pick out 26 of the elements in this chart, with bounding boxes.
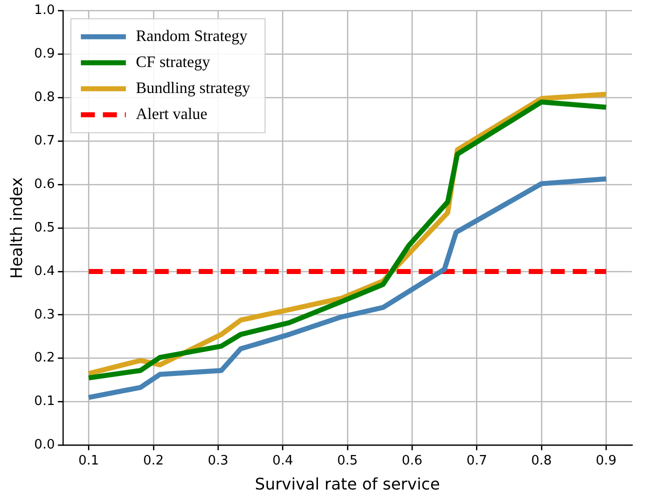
y-tick-label: 0.8 [34,90,55,106]
x-tick-label: 0.4 [272,453,294,468]
x-tick-label: 0.7 [466,453,488,468]
y-tick-label: 0.6 [34,176,55,192]
y-tick-label: 0.2 [34,350,55,366]
y-axis-title: Health index [6,177,26,279]
legend-label: Alert value [136,106,208,124]
x-tick-label: 0.2 [143,453,164,468]
y-tick-label: 0.5 [34,220,55,236]
y-tick-label: 0.7 [34,133,55,148]
legend-label: Random Strategy [136,28,248,46]
x-tick-label: 0.5 [337,453,358,468]
y-tick-label: 0.3 [34,307,55,322]
x-tick-label: 0.3 [208,453,228,468]
legend-label: CF strategy [136,54,210,72]
x-tick-label: 0.1 [78,453,100,468]
x-axis-title: Survival rate of service [254,474,440,494]
y-tick-label: 1.0 [34,3,55,18]
y-tick-label: 0.4 [34,264,55,279]
legend-label: Bundling strategy [136,80,250,98]
y-tick-label: 0.0 [34,438,55,453]
y-tick-label: 0.9 [34,46,55,62]
x-tick-label: 0.8 [531,453,552,468]
y-tick-label: 0.1 [34,394,55,410]
x-tick-label: 0.6 [402,453,422,468]
x-tick-label: 0.9 [596,453,616,468]
